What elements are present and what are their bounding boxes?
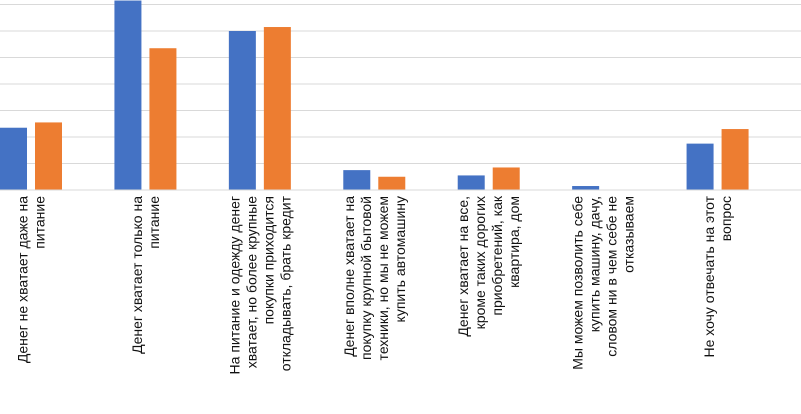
- bar-series2-2: [149, 48, 177, 190]
- category-label-line: На питание и одежду денег: [226, 196, 242, 374]
- bar-series1-2: [114, 0, 142, 191]
- category-label-line: отказываем: [621, 196, 637, 273]
- category-label-line: квартира, дом: [506, 196, 522, 288]
- category-labels: Денег не хватает даже напитание Денег хва…: [15, 195, 735, 374]
- category-label-1: Денег не хватает даже напитание: [15, 196, 48, 363]
- bar-series2-5: [492, 167, 520, 190]
- bar-series1-4: [343, 170, 371, 190]
- category-label-line: Не хочу отвечать на этот: [701, 195, 717, 357]
- category-label-line: Денег хватает на все,: [455, 196, 471, 337]
- bars: [0, 0, 749, 191]
- category-label-line: хватает, но более крупные: [243, 196, 259, 368]
- category-label-5: Денег хватает на все,кроме таких дорогих…: [455, 195, 522, 336]
- bar-series2-1: [35, 122, 62, 190]
- bar-series1-1: [0, 127, 27, 190]
- category-label-2: Денег хватает только напитание: [129, 196, 162, 354]
- category-label-line: техники, но мы не можем: [375, 196, 391, 360]
- category-label-line: Мы можем позволить себе: [570, 196, 586, 370]
- category-label-line: купить автомашину: [392, 196, 408, 322]
- bar-series1-6: [572, 186, 600, 190]
- category-label-line: Денег не хватает даже на: [15, 196, 31, 363]
- bar-series1-5: [457, 175, 485, 190]
- category-label-line: Денег вполне хватает на: [341, 196, 357, 357]
- bar-series2-4: [378, 176, 406, 190]
- category-label-3: На питание и одежду денегхватает, но бол…: [226, 195, 293, 374]
- category-label-line: вопрос: [718, 196, 734, 241]
- category-label-6: Мы можем позволить себекупить машину, да…: [570, 196, 637, 370]
- category-label-line: купить машину, дачу,: [587, 196, 603, 332]
- category-label-line: приобретений, как: [489, 195, 505, 316]
- bar-series2-7: [721, 129, 749, 190]
- category-label-line: покупку крупной бытовой: [358, 196, 374, 360]
- category-label-line: питание: [32, 196, 48, 249]
- bar-series2-3: [263, 27, 291, 191]
- category-label-line: Денег хватает только на: [129, 196, 145, 354]
- category-label-line: словом ни в чем себе не: [604, 196, 620, 357]
- category-label-line: откладывать, брать кредит: [277, 195, 293, 371]
- category-label-line: питание: [146, 196, 162, 249]
- category-label-7: Не хочу отвечать на этотвопрос: [701, 195, 734, 357]
- bar-series1-3: [228, 31, 256, 190]
- category-label-4: Денег вполне хватает напокупку крупной б…: [341, 196, 408, 361]
- category-label-line: покупки приходится: [260, 196, 276, 324]
- bar-series1-7: [686, 143, 714, 190]
- category-label-line: кроме таких дорогих: [472, 196, 488, 329]
